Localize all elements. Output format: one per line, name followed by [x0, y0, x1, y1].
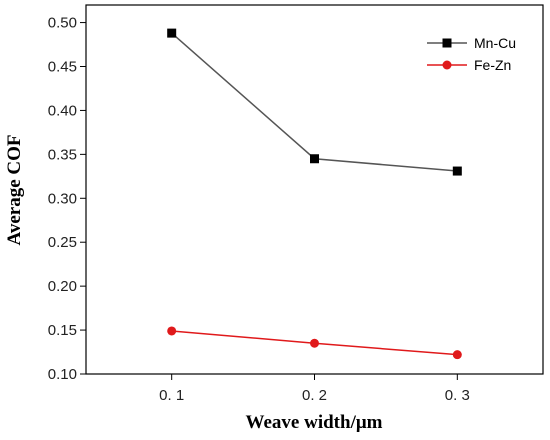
y-tick-label: 0.40	[48, 102, 77, 119]
y-tick-label: 0.15	[48, 322, 77, 339]
y-axis: 0.10 0.15 0.20 0.25 0.30 0.35 0.40 0.45 0.50	[48, 15, 86, 383]
y-tick-label: 0.25	[48, 234, 77, 251]
legend-label-fe-zn: Fe-Zn	[474, 57, 511, 73]
series-line-mn-cu	[171, 32, 458, 172]
x-tick-label: 0. 2	[302, 387, 327, 404]
y-tick-label: 0.30	[48, 190, 77, 207]
data-point-fe-zn	[167, 326, 177, 336]
y-tick-label: 0.10	[48, 366, 77, 383]
x-axis: 0. 1 0. 2 0. 3	[159, 374, 470, 404]
data-point-fe-zn	[310, 338, 319, 348]
legend-marker-mn-cu	[442, 38, 452, 48]
y-axis-label: Average COF	[4, 135, 25, 246]
legend-label-mn-cu: Mn-Cu	[474, 35, 516, 51]
y-tick-label: 0.45	[48, 59, 77, 76]
x-axis-label: Weave width/μm	[246, 412, 383, 433]
x-tick-label: 0. 1	[159, 387, 184, 404]
data-point-fe-zn	[452, 350, 462, 360]
data-point-mn-cu	[167, 28, 177, 38]
y-tick-label: 0.50	[48, 15, 77, 32]
series-layer	[167, 28, 462, 360]
legend: Mn-Cu Fe-Zn	[427, 35, 516, 73]
x-tick-label: 0. 3	[445, 387, 470, 404]
data-point-mn-cu	[310, 154, 319, 164]
y-tick-label: 0.20	[48, 278, 77, 295]
legend-marker-fe-zn	[442, 60, 452, 70]
data-point-mn-cu	[452, 166, 462, 176]
y-tick-label: 0.35	[48, 146, 77, 163]
